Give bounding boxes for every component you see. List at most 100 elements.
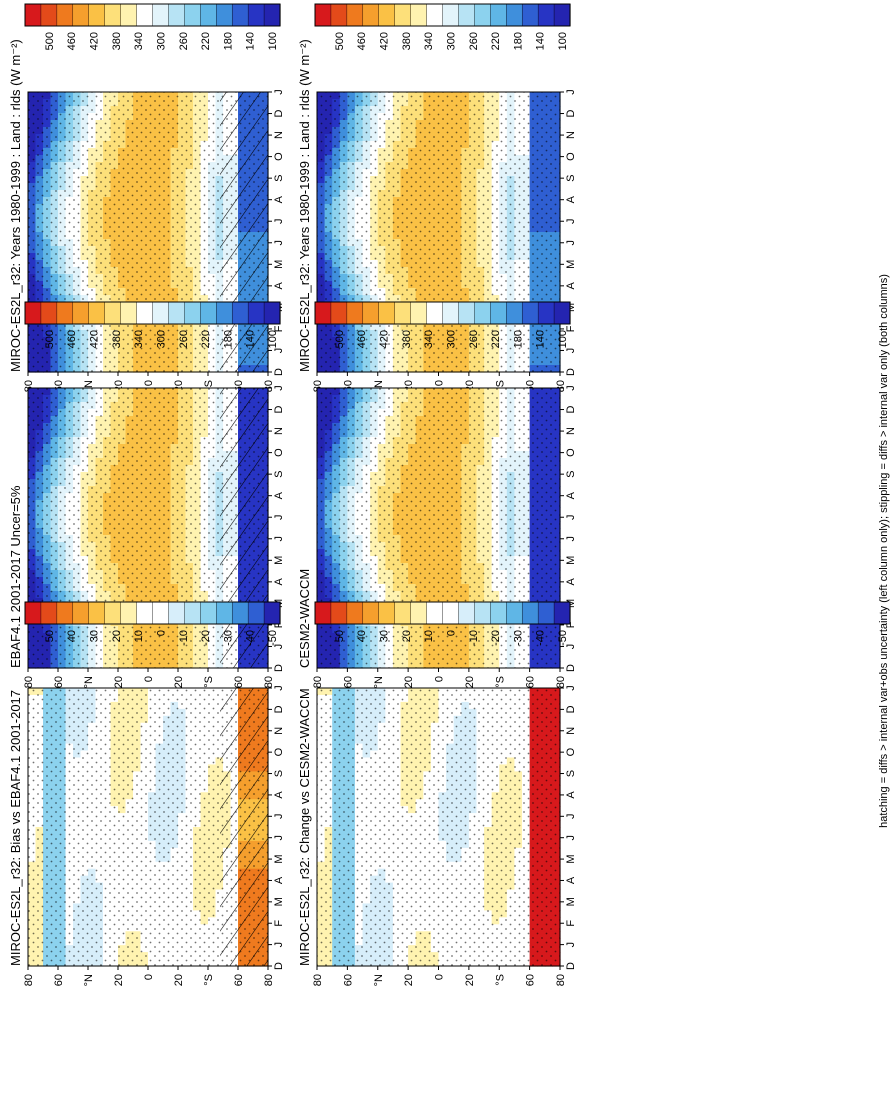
month-tick-label: S: [273, 470, 285, 477]
colorbar-swatch: [184, 601, 201, 625]
lat-tick-label: 80: [263, 974, 275, 986]
colorbar-label: 50: [44, 630, 56, 642]
colorbar-swatch: [56, 301, 74, 325]
colorbar-swatch: [136, 3, 154, 27]
lat-tick-label: 0: [143, 380, 155, 386]
colorbar-swatch: [247, 3, 265, 27]
colorbar-label: 300: [155, 32, 167, 50]
colorbar-label: 420: [89, 32, 101, 50]
colorbar-swatch: [168, 301, 185, 325]
colorbar-swatch: [120, 301, 138, 325]
panels-root: DJFMAMJJASONDJ8060°N20020°S6080MIROC-ES2…: [8, 3, 577, 986]
lat-tick-label: 0: [143, 676, 155, 682]
colorbar-swatch: [247, 301, 265, 325]
month-tick-label: F: [273, 920, 285, 927]
colorbar-label: 140: [245, 32, 257, 50]
colorbar-label: 140: [245, 330, 257, 348]
month-tick-label: J: [273, 685, 285, 691]
colorbar-label: 300: [155, 330, 167, 348]
colorbar-swatch: [200, 3, 217, 27]
lat-tick-label: 0: [143, 974, 155, 980]
colorbar-label: -40: [245, 630, 257, 646]
colorbar-swatch: [231, 3, 249, 27]
lat-tick-label: 60: [233, 974, 245, 986]
colorbar-label: 180: [222, 32, 234, 50]
month-tick-label: O: [273, 448, 285, 457]
colorbar-label: 40: [66, 630, 78, 642]
month-tick-label: F: [273, 621, 285, 628]
lat-tick-label: 80: [23, 974, 35, 986]
colorbar-label: -10: [178, 630, 190, 646]
colorbar-swatch: [168, 3, 185, 27]
colorbar-frame: [24, 601, 281, 625]
colorbar-label: 20: [111, 630, 123, 642]
colorbar-swatch: [216, 301, 233, 325]
colorbar-swatch: [120, 3, 138, 27]
colorbar-swatch: [136, 301, 154, 325]
month-tick-label: N: [273, 727, 285, 735]
colorbar-label: 500: [44, 330, 56, 348]
colorbar-swatch: [216, 601, 233, 625]
lat-tick-label: °N: [83, 974, 95, 986]
panel-title: MIROC-ES2L_r32: Bias vs EBAF4.1 2001-201…: [8, 690, 23, 966]
month-tick-label: M: [273, 854, 285, 863]
lat-tick-label: 20: [173, 974, 185, 986]
month-tick-label: J: [273, 644, 285, 650]
colorbar-label: 0: [155, 630, 167, 636]
month-tick-label: J: [273, 385, 285, 391]
colorbar-label: 260: [178, 330, 190, 348]
colorbar-label: 460: [66, 330, 78, 348]
colorbar-label: 220: [200, 32, 212, 50]
colorbar-frame: [24, 3, 281, 27]
colorbar-swatch: [56, 3, 74, 27]
colorbar-label: 260: [178, 32, 190, 50]
colorbar-label: 380: [111, 330, 123, 348]
lat-tick-label: °N: [83, 676, 95, 688]
month-tick-label: J: [273, 514, 285, 520]
month-tick-label: J: [273, 835, 285, 841]
colorbar-swatch: [136, 601, 154, 625]
colorbar-swatch: [184, 3, 201, 27]
colorbar-swatch: [104, 601, 122, 625]
panel-p1: DJFMAMJJASONDJ8060°N20020°S6080MIROC-ES2…: [8, 3, 285, 392]
colorbar-swatch: [24, 601, 42, 625]
month-tick-label: A: [273, 491, 285, 499]
colorbar-swatch: [152, 301, 170, 325]
month-tick-label: J: [273, 218, 285, 224]
month-tick-label: A: [273, 578, 285, 586]
colorbar-swatch: [40, 601, 58, 625]
lat-tick-label: 20: [113, 974, 125, 986]
colorbar: 500 460 420 380 340 300 260 220 180 140 100: [24, 3, 281, 50]
colorbar-swatch: [184, 301, 201, 325]
colorbar-swatch: [200, 301, 217, 325]
colorbar-swatch: [104, 3, 122, 27]
colorbar-swatch: [24, 301, 42, 325]
lat-tick-label: 60: [233, 676, 245, 688]
colorbar-label: 380: [111, 32, 123, 50]
colorbar-label: 340: [133, 32, 145, 50]
colorbar-swatch: [72, 601, 90, 625]
colorbar-swatch: [263, 301, 281, 325]
month-tick-label: J: [273, 814, 285, 820]
month-tick-label: J: [273, 348, 285, 354]
colorbar-frame: [24, 301, 281, 325]
colorbar: 50 40 30 20 10 0 -10 -20 -30 -40 -50: [24, 601, 281, 646]
month-tick-label: D: [273, 406, 285, 414]
month-tick-label: S: [273, 770, 285, 777]
month-tick-label: M: [273, 897, 285, 906]
colorbar-label: 420: [89, 330, 101, 348]
colorbar-swatch: [104, 301, 122, 325]
month-tick-label: D: [273, 664, 285, 672]
panel-title: MIROC-ES2L_r32: Years 1980-1999 : Land :…: [8, 39, 23, 372]
hatching-overlay: [220, 388, 268, 668]
colorbar-label: 500: [44, 32, 56, 50]
colorbar-swatch: [152, 601, 170, 625]
colorbar-swatch: [263, 601, 281, 625]
hatching-overlay: [220, 92, 268, 372]
colorbar-swatch: [40, 3, 58, 27]
colorbar-label: 460: [66, 32, 78, 50]
colorbar-label: 180: [222, 330, 234, 348]
month-tick-label: M: [273, 260, 285, 269]
